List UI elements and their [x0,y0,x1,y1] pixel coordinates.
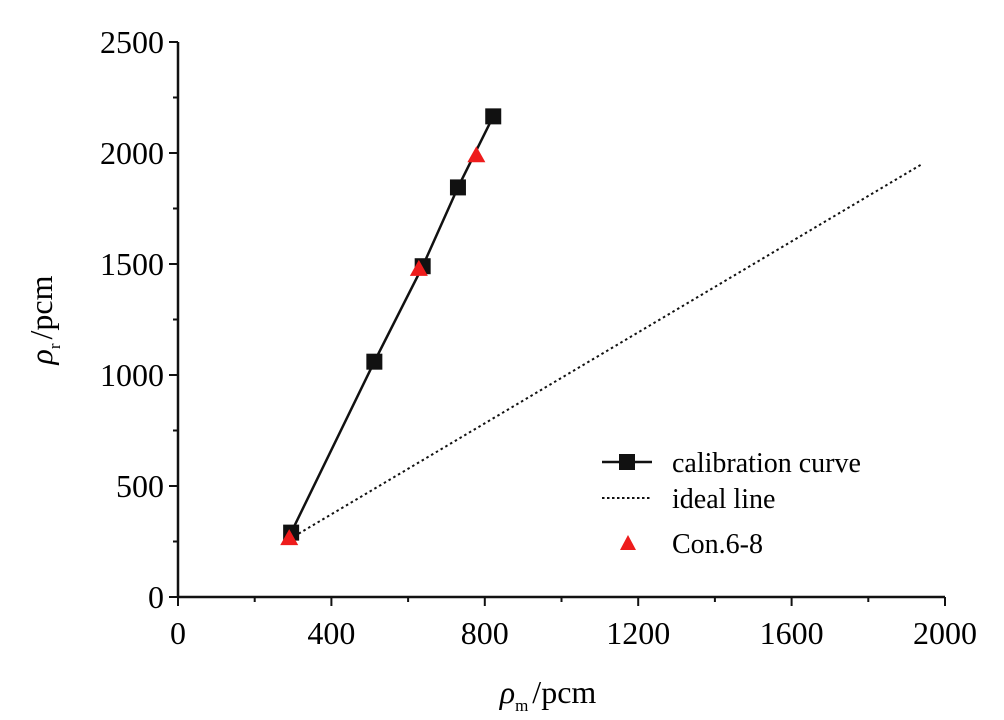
legend-swatch-triangle [620,535,636,550]
calibration-point [366,353,383,370]
x-axis-title: ρm/pcm [499,674,597,715]
legend-label-calibration-curve: calibration curve [672,448,861,479]
y-tick-label: 2000 [100,135,164,171]
y-tick-label: 1000 [100,357,164,393]
x-tick-label: 2000 [913,615,977,651]
legend-label-ideal-line: ideal line [672,484,775,515]
legend-item-calibration-curve: calibration curve [602,448,861,479]
con-6-8-point [280,529,299,546]
ideal-line [288,163,923,541]
calibration-point [485,108,502,125]
calibration-point [449,179,466,196]
legend-item-con-6-8: Con.6-8 [620,529,763,560]
series-layer [280,108,923,546]
legend-swatch-square [619,454,635,470]
x-tick-label: 1600 [760,615,824,651]
y-tick-label: 2500 [100,24,164,60]
y-tick-label: 500 [116,468,164,504]
y-tick-label: 0 [148,579,164,615]
con-6-8-point [467,146,486,163]
legend-label-con-6-8: Con.6-8 [672,529,763,560]
x-tick-label: 800 [461,615,509,651]
y-axis-title: ρr/pcm [23,275,64,365]
calibration-curve-line [290,115,495,534]
con-6-8-point [409,259,428,276]
legend: calibration curve ideal line Con.6-8 [602,448,861,560]
legend-item-ideal-line: ideal line [602,484,775,515]
axes [176,42,945,599]
x-tick-label: 400 [307,615,355,651]
x-tick-label: 0 [170,615,186,651]
ticks: 0 400 800 1200 1600 2000 0 500 1000 1500 2000 2500 [100,24,977,651]
x-tick-label: 1200 [606,615,670,651]
y-tick-label: 1500 [100,246,164,282]
